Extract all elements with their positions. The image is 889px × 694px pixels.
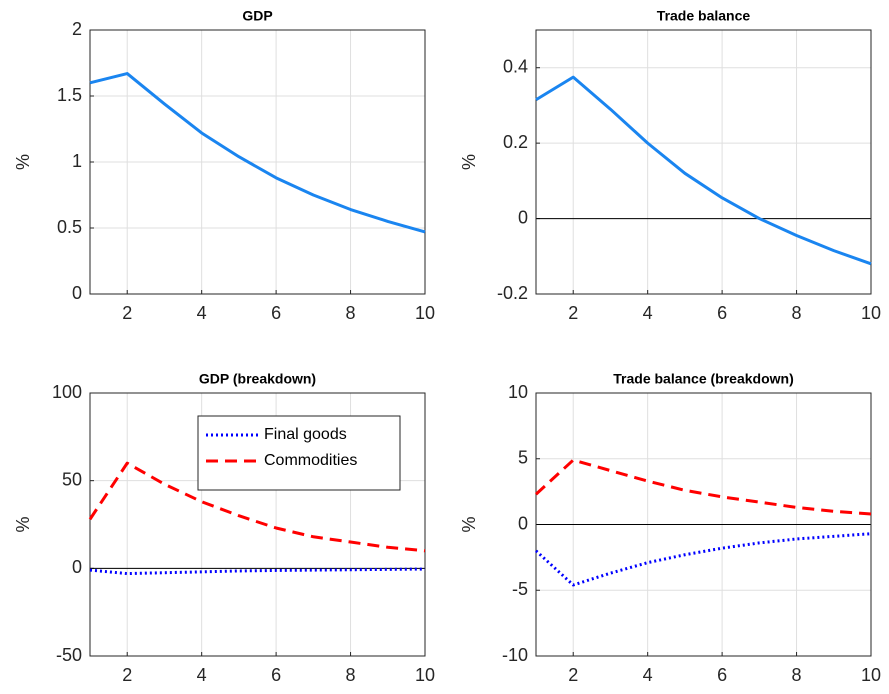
data-line <box>535 75 872 266</box>
y-tick-label: 1 <box>72 151 82 171</box>
legend-label: Commodities <box>264 452 357 469</box>
legend-box <box>197 415 401 491</box>
y-tick-label: -50 <box>56 645 82 665</box>
y-tick-label: -0.2 <box>497 283 528 303</box>
y-tick-label: 1.5 <box>57 85 82 105</box>
x-tick-label: 6 <box>717 303 727 323</box>
y-axis-label: % <box>459 154 479 170</box>
x-tick-label: 4 <box>643 665 653 685</box>
data-line <box>89 567 426 576</box>
axes-box <box>535 392 872 657</box>
x-tick-label: 6 <box>271 303 281 323</box>
data-line <box>534 532 872 587</box>
y-tick-label: 10 <box>508 382 528 402</box>
x-tick-label: 10 <box>861 303 881 323</box>
y-tick-label: 100 <box>52 382 82 402</box>
chart-title: Trade balance <box>657 8 751 24</box>
data-line <box>89 72 426 234</box>
y-tick-label: 0 <box>518 207 528 227</box>
x-tick-label: 8 <box>792 665 802 685</box>
x-tick-label: 4 <box>197 665 207 685</box>
x-tick-label: 10 <box>415 303 435 323</box>
x-tick-label: 2 <box>122 303 132 323</box>
x-tick-label: 2 <box>568 303 578 323</box>
y-tick-label: 0.5 <box>57 217 82 237</box>
y-axis-label: % <box>13 154 33 170</box>
chart-title: GDP (breakdown) <box>199 371 316 387</box>
y-tick-label: 0 <box>72 557 82 577</box>
y-axis-label: % <box>13 516 33 532</box>
x-tick-label: 8 <box>792 303 802 323</box>
x-tick-label: 10 <box>861 665 881 685</box>
x-tick-label: 10 <box>415 665 435 685</box>
chart-title: GDP <box>242 8 272 24</box>
y-tick-label: -5 <box>512 579 528 599</box>
x-tick-label: 8 <box>346 303 356 323</box>
y-tick-label: 0.2 <box>503 132 528 152</box>
y-tick-label: 5 <box>518 448 528 468</box>
x-tick-label: 8 <box>346 665 356 685</box>
axes-background <box>536 30 871 294</box>
x-tick-label: 4 <box>643 303 653 323</box>
legend-label: Final goods <box>264 426 347 443</box>
y-tick-label: 0.4 <box>503 56 528 76</box>
y-tick-label: 0 <box>72 283 82 303</box>
data-line <box>88 461 426 553</box>
x-tick-label: 2 <box>568 665 578 685</box>
chart-title: Trade balance (breakdown) <box>613 371 794 387</box>
axes-box <box>89 29 426 295</box>
axes-box <box>535 29 872 295</box>
y-axis-label: % <box>459 516 479 532</box>
y-tick-label: 0 <box>518 513 528 533</box>
y-tick-label: 50 <box>62 469 82 489</box>
x-tick-label: 6 <box>717 665 727 685</box>
y-tick-label: 2 <box>72 19 82 39</box>
axes-box <box>89 392 426 657</box>
y-tick-label: -10 <box>502 645 528 665</box>
x-tick-label: 6 <box>271 665 281 685</box>
x-tick-label: 2 <box>122 665 132 685</box>
x-tick-label: 4 <box>197 303 207 323</box>
